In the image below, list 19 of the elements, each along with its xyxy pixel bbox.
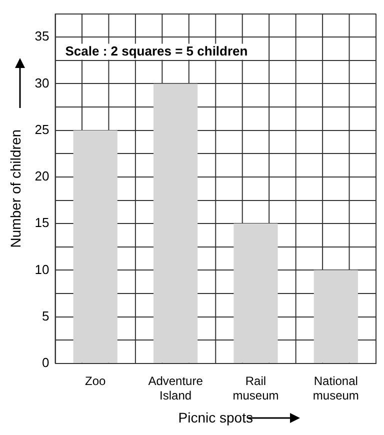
y-tick-label: 10 <box>34 262 50 277</box>
bar <box>234 224 278 363</box>
y-tick-label: 25 <box>34 122 50 137</box>
y-tick-label: 35 <box>34 28 50 44</box>
y-tick-label: 15 <box>34 215 50 230</box>
bar <box>153 84 198 363</box>
x-tick-label: National museum <box>312 374 359 402</box>
bar <box>314 270 358 363</box>
y-axis-title: Number of children <box>7 129 24 248</box>
x-tick-label: Zoo <box>85 374 106 388</box>
x-axis-title: Picnic spots <box>178 409 253 426</box>
y-tick-label: 20 <box>34 168 50 184</box>
y-tick-label: 0 <box>42 354 50 370</box>
annotation: Scale : 2 squares = 5 children <box>65 43 248 58</box>
bar <box>73 130 118 363</box>
y-tick-label: 30 <box>34 75 50 90</box>
y-tick-label: 5 <box>42 308 50 324</box>
x-tick-label: Adventure Island <box>148 374 204 402</box>
x-tick-label: Rail museum <box>232 374 279 402</box>
